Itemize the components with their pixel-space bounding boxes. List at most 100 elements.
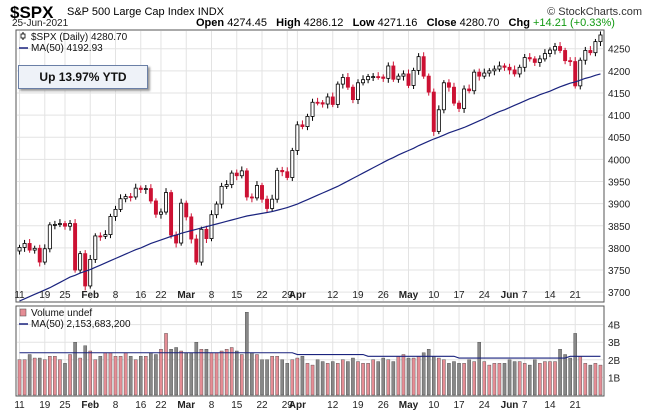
candle-body — [103, 234, 108, 237]
close-value: 4280.70 — [459, 17, 500, 29]
x-tick-label: 19 — [352, 400, 364, 411]
price-tick-label: 3800 — [608, 244, 631, 255]
candle-body — [285, 171, 290, 178]
volume-bar — [179, 350, 183, 396]
x-tick-label: 21 — [570, 290, 582, 301]
candle-body — [153, 200, 158, 215]
candle-body — [462, 88, 467, 109]
x-tick-label: May — [399, 290, 419, 301]
candle-body — [88, 258, 93, 287]
volume-bar — [103, 352, 108, 396]
symbol-description: S&P 500 Large Cap Index INDX — [67, 6, 224, 18]
candle-body — [593, 41, 598, 54]
volume-bar — [229, 347, 234, 396]
axis-labels: 3700 3750 3800 3850 3900 3950 4000 4050 4100 4150… — [14, 45, 630, 411]
candle-body — [588, 50, 593, 54]
candle-body — [164, 192, 168, 213]
volume-bar — [310, 364, 315, 396]
candle-body — [244, 170, 249, 198]
candle-body — [214, 203, 219, 216]
volume-bar — [280, 359, 284, 396]
candle-body — [356, 82, 360, 101]
price-tick-label: 3950 — [608, 177, 631, 188]
candle-body — [512, 69, 517, 75]
candle-body — [452, 86, 456, 104]
volume-bar — [330, 361, 335, 396]
candle-body — [517, 66, 522, 75]
candle-body — [325, 96, 330, 105]
volume-bar — [255, 354, 259, 396]
x-tick-label: 17 — [453, 400, 465, 411]
volume-bar — [98, 356, 103, 396]
volume-bar — [517, 361, 522, 396]
candle-body — [497, 65, 502, 70]
x-tick-label: 7 — [522, 290, 528, 301]
candle-body — [340, 77, 345, 85]
volume-bar — [295, 357, 300, 396]
candle-body — [280, 170, 285, 173]
volume-bar — [336, 363, 340, 396]
candle-body — [184, 202, 189, 218]
volume-bar — [285, 363, 290, 396]
volume-bar — [512, 361, 517, 396]
candle-body — [219, 185, 224, 205]
volume-bar — [366, 363, 370, 396]
candle-body — [537, 58, 542, 63]
volume-bar — [174, 347, 178, 396]
legend-bar-swatch — [19, 308, 27, 317]
candle-body — [522, 57, 527, 68]
volume-bar — [63, 363, 67, 396]
volume-bar — [78, 357, 82, 396]
candle-body — [305, 116, 310, 128]
candle-body — [563, 50, 568, 62]
candle-body — [578, 59, 583, 87]
candle-body — [542, 53, 547, 60]
candle-body — [148, 188, 153, 202]
volume-bar — [563, 354, 567, 396]
volume-bar — [265, 359, 269, 396]
volume-tick-label: 1B — [608, 373, 621, 384]
volume-bar — [194, 342, 199, 396]
volume-bar — [214, 352, 219, 396]
volume-bar — [593, 363, 598, 396]
x-tick-label: 8 — [209, 290, 215, 301]
volume-bar — [189, 352, 194, 396]
volume-bar — [164, 333, 168, 396]
x-tick-label: Mar — [177, 290, 195, 301]
candle-body — [431, 91, 436, 132]
x-tick-label: 16 — [135, 290, 147, 301]
watermark[interactable]: © StockCharts.com — [547, 6, 642, 18]
volume-bar — [325, 363, 330, 396]
volume-bar — [209, 352, 214, 396]
candle-body — [401, 73, 406, 77]
volume-bar — [437, 357, 441, 396]
volume-tick-label: 3B — [608, 338, 621, 349]
candle-body — [118, 198, 123, 210]
volume-bar — [421, 352, 426, 396]
candle-body — [143, 188, 148, 190]
x-tick-label: 16 — [135, 400, 147, 411]
volume-bar — [492, 363, 497, 396]
candle-body — [68, 223, 73, 227]
volume-bar — [22, 359, 27, 396]
volume-bar — [58, 359, 62, 396]
legend-label: MA(50) 2,153,683,200 — [31, 319, 131, 330]
candle-body — [547, 49, 552, 54]
x-tick-label: 22 — [155, 290, 167, 301]
volume-bar — [305, 363, 310, 396]
x-tick-label: Mar — [177, 400, 195, 411]
candle-body — [527, 57, 532, 60]
candle-body — [371, 76, 376, 78]
candle-body — [300, 124, 305, 128]
x-tick-label: 19 — [352, 290, 364, 301]
volume-bar — [154, 354, 158, 396]
price-tick-label: 4000 — [608, 155, 631, 166]
volume-bar — [219, 350, 224, 396]
volume-bar — [88, 350, 93, 396]
legend-candle-body — [20, 33, 26, 39]
volume-bar — [346, 361, 350, 396]
candle-body — [113, 208, 118, 217]
volume-bars — [17, 312, 603, 396]
x-tick-label: 29 — [282, 400, 294, 411]
